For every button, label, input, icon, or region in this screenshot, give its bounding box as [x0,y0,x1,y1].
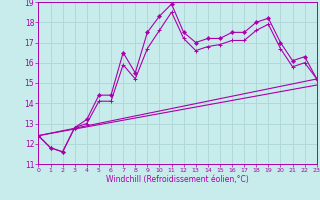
X-axis label: Windchill (Refroidissement éolien,°C): Windchill (Refroidissement éolien,°C) [106,175,249,184]
